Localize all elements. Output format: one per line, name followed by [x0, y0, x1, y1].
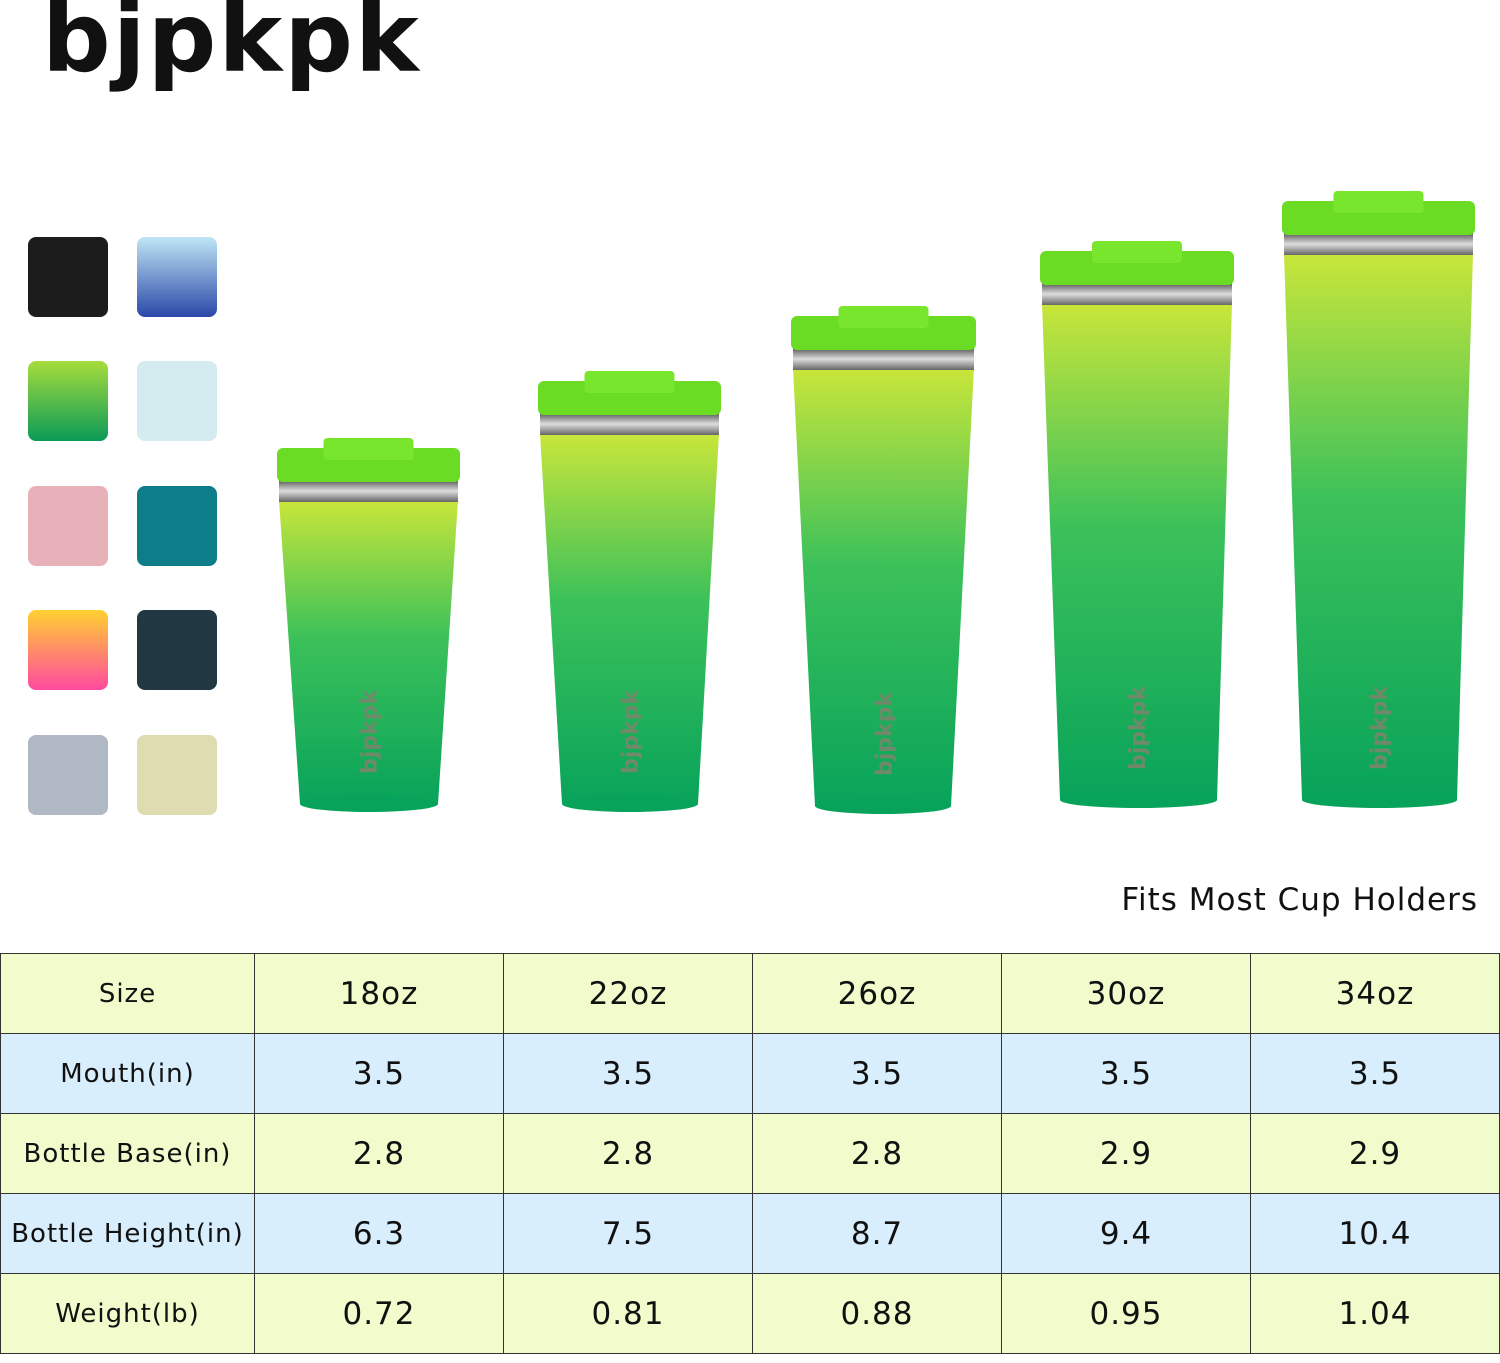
cup-body [279, 500, 458, 804]
table-cell: 6.3 [254, 1193, 504, 1274]
table-cell: 3.5 [1250, 1033, 1500, 1114]
table-cell: 2.8 [752, 1113, 1002, 1194]
cup-logo: BJPKPK [619, 689, 644, 774]
cup-tab [838, 306, 929, 328]
spec-table: Size 18oz 22oz 26oz 30oz 34oz Mouth(in) 3.5 3.5 3… [0, 953, 1500, 1354]
table-cell: 2.8 [254, 1113, 504, 1194]
cup-logo: BJPKPK [1368, 685, 1393, 770]
cup-base [300, 796, 438, 812]
tumblers: BJPKPK BJPKPK BJPKPK BJPKPK BJPKPK [277, 191, 1475, 814]
cup-body [793, 368, 974, 806]
cup-logo: BJPKPK [358, 689, 383, 774]
cup-logo: BJPKPK [1126, 685, 1151, 770]
table-cell: 0.81 [503, 1273, 753, 1354]
table-row: Bottle Base(in) 2.8 2.8 2.8 2.9 2.9 [0, 1113, 1500, 1194]
table-row: Size 18oz 22oz 26oz 30oz 34oz [0, 953, 1500, 1034]
table-cell: 2.8 [503, 1113, 753, 1194]
table-cell: 34oz [1250, 953, 1500, 1034]
cup-lid [1040, 251, 1234, 285]
table-cell: 3.5 [254, 1033, 504, 1114]
cup-band [793, 348, 974, 370]
cup-logo: BJPKPK [873, 691, 898, 776]
row-label: Weight(lb) [0, 1273, 255, 1354]
row-label: Size [0, 953, 255, 1034]
row-label: Bottle Base(in) [0, 1113, 255, 1194]
cup-tab [584, 371, 675, 393]
cup-lid [538, 381, 721, 415]
table-cell: 9.4 [1001, 1193, 1251, 1274]
table-cell: 18oz [254, 953, 504, 1034]
table-cell: 30oz [1001, 953, 1251, 1034]
table-cell: 8.7 [752, 1193, 1002, 1274]
table-cell: 2.9 [1001, 1113, 1251, 1194]
caption: Fits Most Cup Holders [1121, 882, 1478, 918]
table-row: Mouth(in) 3.5 3.5 3.5 3.5 3.5 [0, 1033, 1500, 1114]
cup-base [562, 796, 698, 812]
table-row: Weight(lb) 0.72 0.81 0.88 0.95 1.04 [0, 1273, 1500, 1354]
cup-band [279, 480, 458, 502]
cup-body [540, 433, 719, 804]
table-cell: 0.72 [254, 1273, 504, 1354]
cup-band [540, 413, 719, 435]
table-cell: 1.04 [1250, 1273, 1500, 1354]
table-cell: 0.88 [752, 1273, 1002, 1354]
cup-body [1284, 253, 1473, 800]
product-art: BJPKPK BJPKPK BJPKPK BJPKPK BJPKPK [28, 191, 1475, 815]
table-cell: 2.9 [1250, 1113, 1500, 1194]
cup-tab [1092, 241, 1182, 263]
row-label: Bottle Height(in) [0, 1193, 255, 1274]
row-label: Mouth(in) [0, 1033, 255, 1114]
table-cell: 7.5 [503, 1193, 753, 1274]
table-cell: 3.5 [1001, 1033, 1251, 1114]
cup-band [1042, 283, 1232, 305]
table-cell: 3.5 [752, 1033, 1002, 1114]
cup-tab [1333, 191, 1424, 213]
table-cell: 22oz [503, 953, 753, 1034]
table-cell: 0.95 [1001, 1273, 1251, 1354]
cup-band [1284, 233, 1473, 255]
brand-logo: BJPKPK [42, 0, 421, 94]
table-row: Bottle Height(in) 6.3 7.5 8.7 9.4 10.4 [0, 1193, 1500, 1274]
cup-lid [277, 448, 460, 482]
color-swatches [28, 237, 217, 815]
cup-body [1042, 303, 1232, 800]
cup-tab [323, 438, 414, 460]
cup-base [1302, 792, 1457, 808]
table-cell: 10.4 [1250, 1193, 1500, 1274]
table-cell: 26oz [752, 953, 1002, 1034]
cup-base [815, 798, 951, 814]
table-cell: 3.5 [503, 1033, 753, 1114]
cup-lid [1282, 201, 1475, 235]
cup-base [1060, 792, 1217, 808]
cup-lid [791, 316, 976, 350]
